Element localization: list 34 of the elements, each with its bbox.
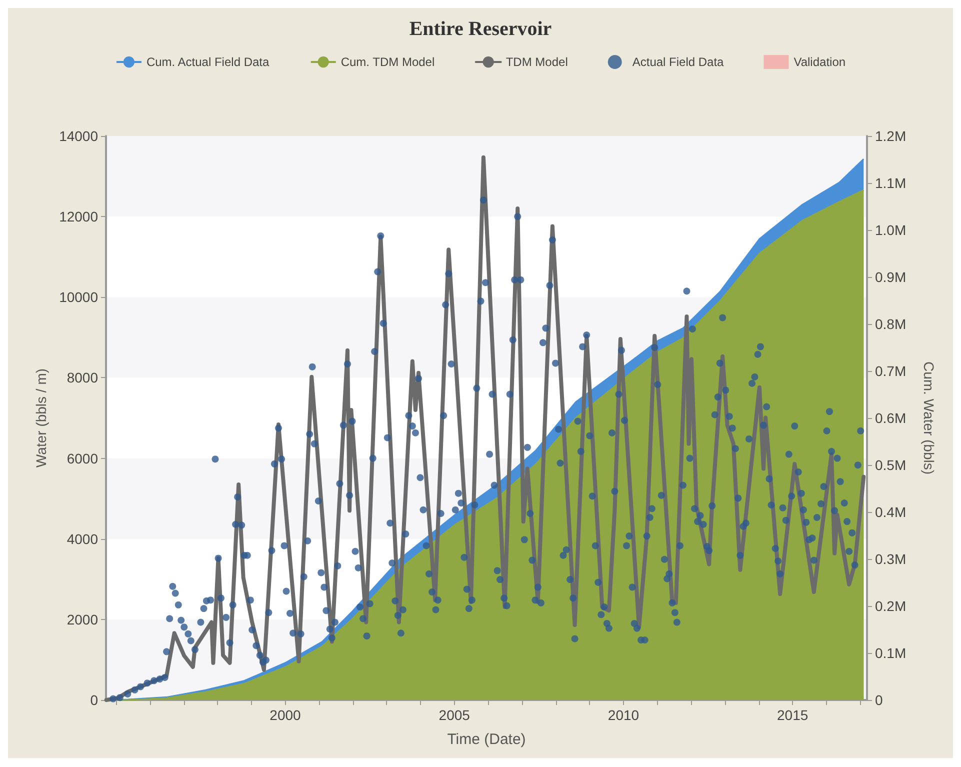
y-tick-label: 2000 [66,611,98,628]
y2-tick-label: 1.2M [875,128,906,144]
y-tick-label: 6000 [66,450,98,466]
y-tick-label: 10000 [59,289,98,306]
x-tick-label: 2000 [270,707,302,723]
y-tick-label: 8000 [66,370,98,386]
y-axis-title: Water (bbls / m) [33,368,50,468]
y-tick-label: 4000 [66,530,98,547]
y2-tick-label: 0.1M [875,645,906,661]
y2-tick-label: 0.4M [875,504,906,520]
y2-tick-label: 0.2M [875,598,906,614]
legend-label: Validation [794,55,846,69]
y-tick-label: 12000 [59,208,98,225]
y2-tick-label: 0.7M [875,363,906,379]
legend-label: Actual Field Data [632,55,724,69]
y2-tick-label: 0.5M [875,457,906,473]
legend-label: Cum. Actual Field Data [146,55,270,69]
y2-tick-label: 0.3M [875,551,906,567]
legend-label: Cum. TDM Model [340,55,435,69]
y2-tick-label: 1.0M [875,222,906,238]
y2-tick-label: 0.9M [875,269,906,285]
y-tick-label: 14000 [59,128,98,144]
x-axis-title: Time (Date) [447,731,526,748]
y2-tick-label: 0.6M [875,410,906,426]
y2-axis-title: Cum. Water (bbls) [921,361,937,475]
y2-tick-label: 0.8M [875,316,906,332]
x-tick-label: 2005 [438,707,470,723]
y-tick-label: 0 [90,692,98,708]
legend-label: TDM Model [506,55,568,69]
y2-tick-label: 1.1M [875,175,906,191]
x-tick-label: 2010 [608,707,640,723]
y2-tick-label: 0 [875,692,883,708]
chart-title: Entire Reservoir [409,18,552,40]
x-tick-label: 2015 [777,707,808,723]
